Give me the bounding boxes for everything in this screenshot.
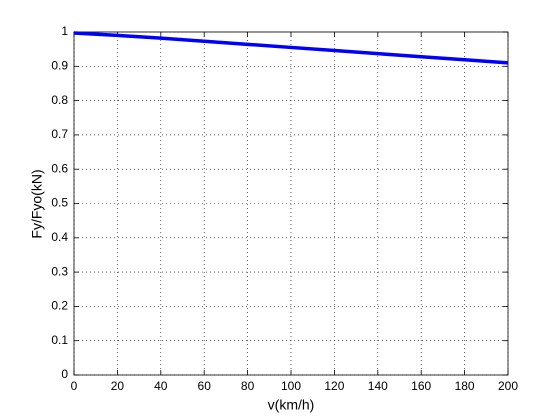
y-tick-label: 0.3 — [51, 264, 68, 278]
y-tick-label: 0.8 — [51, 93, 68, 107]
y-axis-label: Fy/Fyo(kN) — [29, 169, 45, 238]
x-tick-label: 0 — [71, 379, 78, 393]
y-tick-label: 0.9 — [51, 58, 68, 72]
y-tick-label: 0.4 — [51, 230, 68, 244]
axes-box — [73, 31, 509, 376]
y-tick-label: 0.6 — [51, 161, 68, 175]
x-tick-label: 140 — [368, 379, 388, 393]
y-tick-label: 1 — [61, 24, 68, 38]
y-tick-label: 0.5 — [51, 196, 68, 210]
x-axis-label: v(km/h) — [268, 397, 315, 413]
data-line — [73, 31, 509, 65]
y-tick-label: 0.1 — [51, 333, 68, 347]
x-tick-label: 180 — [455, 379, 475, 393]
x-tick-label: 160 — [411, 379, 431, 393]
x-tick-label: 120 — [324, 379, 344, 393]
x-tick-label: 200 — [498, 379, 518, 393]
x-tick-label: 20 — [111, 379, 125, 393]
x-tick-label: 60 — [198, 379, 212, 393]
x-tick-label: 100 — [281, 379, 301, 393]
x-tick-label: 80 — [241, 379, 255, 393]
y-tick-label: 0.7 — [51, 127, 68, 141]
x-tick-label: 40 — [154, 379, 168, 393]
y-tick-label: 0.2 — [51, 299, 68, 313]
y-tick-label: 0 — [61, 367, 68, 381]
